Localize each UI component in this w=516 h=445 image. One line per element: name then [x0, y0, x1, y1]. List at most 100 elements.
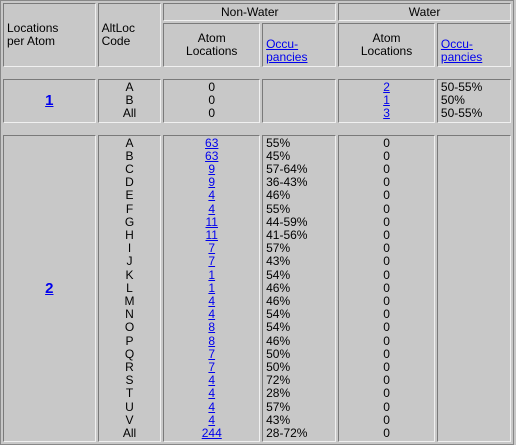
group-2-locations[interactable]: 2 [3, 134, 96, 443]
header-nonwater-atom-locations: Atom Locations [163, 23, 261, 67]
nonwater-location-link[interactable]: 8 [208, 320, 216, 335]
nonwater-occupancy: 50% [266, 346, 291, 361]
nonwater-location-link[interactable]: 7 [208, 241, 216, 256]
water-location-count: 0 [383, 214, 390, 229]
water-occupancy: 50-55% [440, 106, 483, 121]
water-location-count: 0 [383, 267, 390, 282]
altloc-code: Q [124, 346, 135, 361]
altloc-code: D [125, 175, 134, 190]
nonwater-occupancy: 28% [266, 386, 291, 401]
nonwater-location-link[interactable]: 4 [208, 201, 216, 216]
nonwater-location-link[interactable]: 4 [208, 412, 216, 427]
altloc-code: M [124, 294, 135, 309]
altloc-code: K [125, 267, 134, 282]
altloc-code: R [125, 360, 134, 375]
nonwater-location-link[interactable]: 4 [208, 373, 216, 388]
nonwater-location-link[interactable]: 9 [208, 175, 216, 190]
header-water: Water [338, 3, 511, 21]
water-location-count: 0 [383, 201, 390, 216]
water-location-count: 0 [383, 241, 390, 256]
altloc-code: F [125, 201, 134, 216]
nonwater-location-link[interactable]: 11 [205, 214, 218, 229]
nonwater-occupancy: 44-59% [266, 214, 308, 229]
altloc-code: O [124, 320, 135, 335]
water-location-count: 0 [383, 346, 390, 361]
nonwater-occupancy: 57% [266, 241, 291, 256]
altloc-code: L [126, 280, 133, 295]
water-location-count: 0 [383, 175, 390, 190]
nonwater-occupancy: 46% [266, 188, 291, 203]
water-location-count: 0 [383, 399, 390, 414]
group-1-water-occupancies: 50-55% 50% 50-55% [436, 78, 511, 123]
group-2-locations-link[interactable]: 2 [45, 279, 54, 297]
nonwater-occupancy: 72% [266, 373, 291, 388]
nonwater-occupancy: 41-56% [266, 228, 308, 243]
nonwater-occupancy: 46% [266, 294, 291, 309]
water-location-count: 0 [383, 294, 390, 309]
nonwater-occupancy: 45% [266, 148, 291, 163]
water-occupancy: 50-55% [440, 79, 483, 94]
water-location-count: 0 [383, 320, 390, 335]
nonwater-occupancy: 28-72% [266, 426, 308, 441]
water-location-count: 0 [383, 412, 390, 427]
nonwater-location-link[interactable]: 244 [201, 426, 222, 441]
nonwater-location-link[interactable]: 63 [205, 148, 219, 163]
group-1-codes: A B All [97, 78, 162, 123]
water-location-count: 0 [383, 135, 390, 150]
nonwater-location-link[interactable]: 8 [208, 333, 216, 348]
group-2-codes: A B C D E F G H I J K L M N O P Q R S T U V All [97, 134, 162, 443]
nonwater-occupancy: 57-64% [266, 162, 308, 177]
water-occupancy: 50% [440, 92, 465, 107]
altloc-code: G [124, 214, 135, 229]
nonwater-occupancy: 46% [266, 333, 291, 348]
water-occupancies-link[interactable]: Occu- pancies [440, 37, 483, 65]
header-nonwater-occupancies[interactable]: Occu- pancies [262, 23, 337, 67]
water-location-count: 0 [383, 426, 390, 441]
nonwater-location-link[interactable]: 4 [208, 386, 216, 401]
nonwater-location-link[interactable]: 4 [208, 307, 216, 322]
altloc-code: I [127, 241, 132, 256]
nonwater-occupancy: 36-43% [266, 175, 308, 190]
nonwater-location-count: 0 [208, 79, 216, 94]
altloc-code: All [122, 106, 137, 121]
water-location-link[interactable]: 1 [383, 92, 390, 107]
nonwater-occupancy: 54% [266, 307, 291, 322]
nonwater-location-link[interactable]: 63 [205, 135, 219, 150]
nonwater-location-link[interactable]: 1 [208, 280, 216, 295]
nonwater-location-link[interactable]: 7 [208, 346, 216, 361]
altloc-code: V [125, 412, 134, 427]
nonwater-location-link[interactable]: 4 [208, 294, 216, 309]
header-locations-per-atom: Locations per Atom [3, 3, 96, 67]
water-location-link[interactable]: 2 [383, 79, 390, 94]
nonwater-location-link[interactable]: 4 [208, 188, 216, 203]
nonwater-occupancy: 55% [266, 201, 291, 216]
group-1-locations-link[interactable]: 1 [45, 92, 54, 110]
header-altloc-code: AltLoc Code [97, 3, 162, 67]
nonwater-location-link[interactable]: 9 [208, 162, 216, 177]
altloc-code: H [125, 228, 134, 243]
altloc-code: T [125, 386, 134, 401]
water-location-count: 0 [383, 162, 390, 177]
water-location-link[interactable]: 3 [383, 106, 390, 121]
nonwater-occupancy: 46% [266, 280, 291, 295]
group-1-nonwater-occupancies [262, 78, 337, 123]
nonwater-location-link[interactable]: 1 [208, 267, 216, 282]
nonwater-occupancy: 54% [266, 320, 291, 335]
header-water-occupancies[interactable]: Occu- pancies [436, 23, 511, 67]
nonwater-location-link[interactable]: 7 [208, 360, 216, 375]
altloc-code: J [126, 254, 133, 269]
water-location-count: 0 [383, 148, 390, 163]
nonwater-occupancies-link[interactable]: Occu- pancies [266, 37, 308, 65]
nonwater-location-link[interactable]: 11 [205, 228, 218, 243]
altloc-code: E [125, 188, 134, 203]
water-location-count: 0 [383, 386, 390, 401]
group-2-nonwater-locations: 63 63 9 9 4 4 11 11 7 7 1 1 4 4 8 8 7 7 4 4 4 4 244 [163, 134, 261, 443]
nonwater-occupancy: 55% [266, 135, 291, 150]
nonwater-location-link[interactable]: 7 [208, 254, 216, 269]
group-1-locations[interactable]: 1 [3, 78, 96, 123]
water-location-count: 0 [383, 373, 390, 388]
water-location-count: 0 [383, 228, 390, 243]
nonwater-location-link[interactable]: 4 [208, 399, 216, 414]
